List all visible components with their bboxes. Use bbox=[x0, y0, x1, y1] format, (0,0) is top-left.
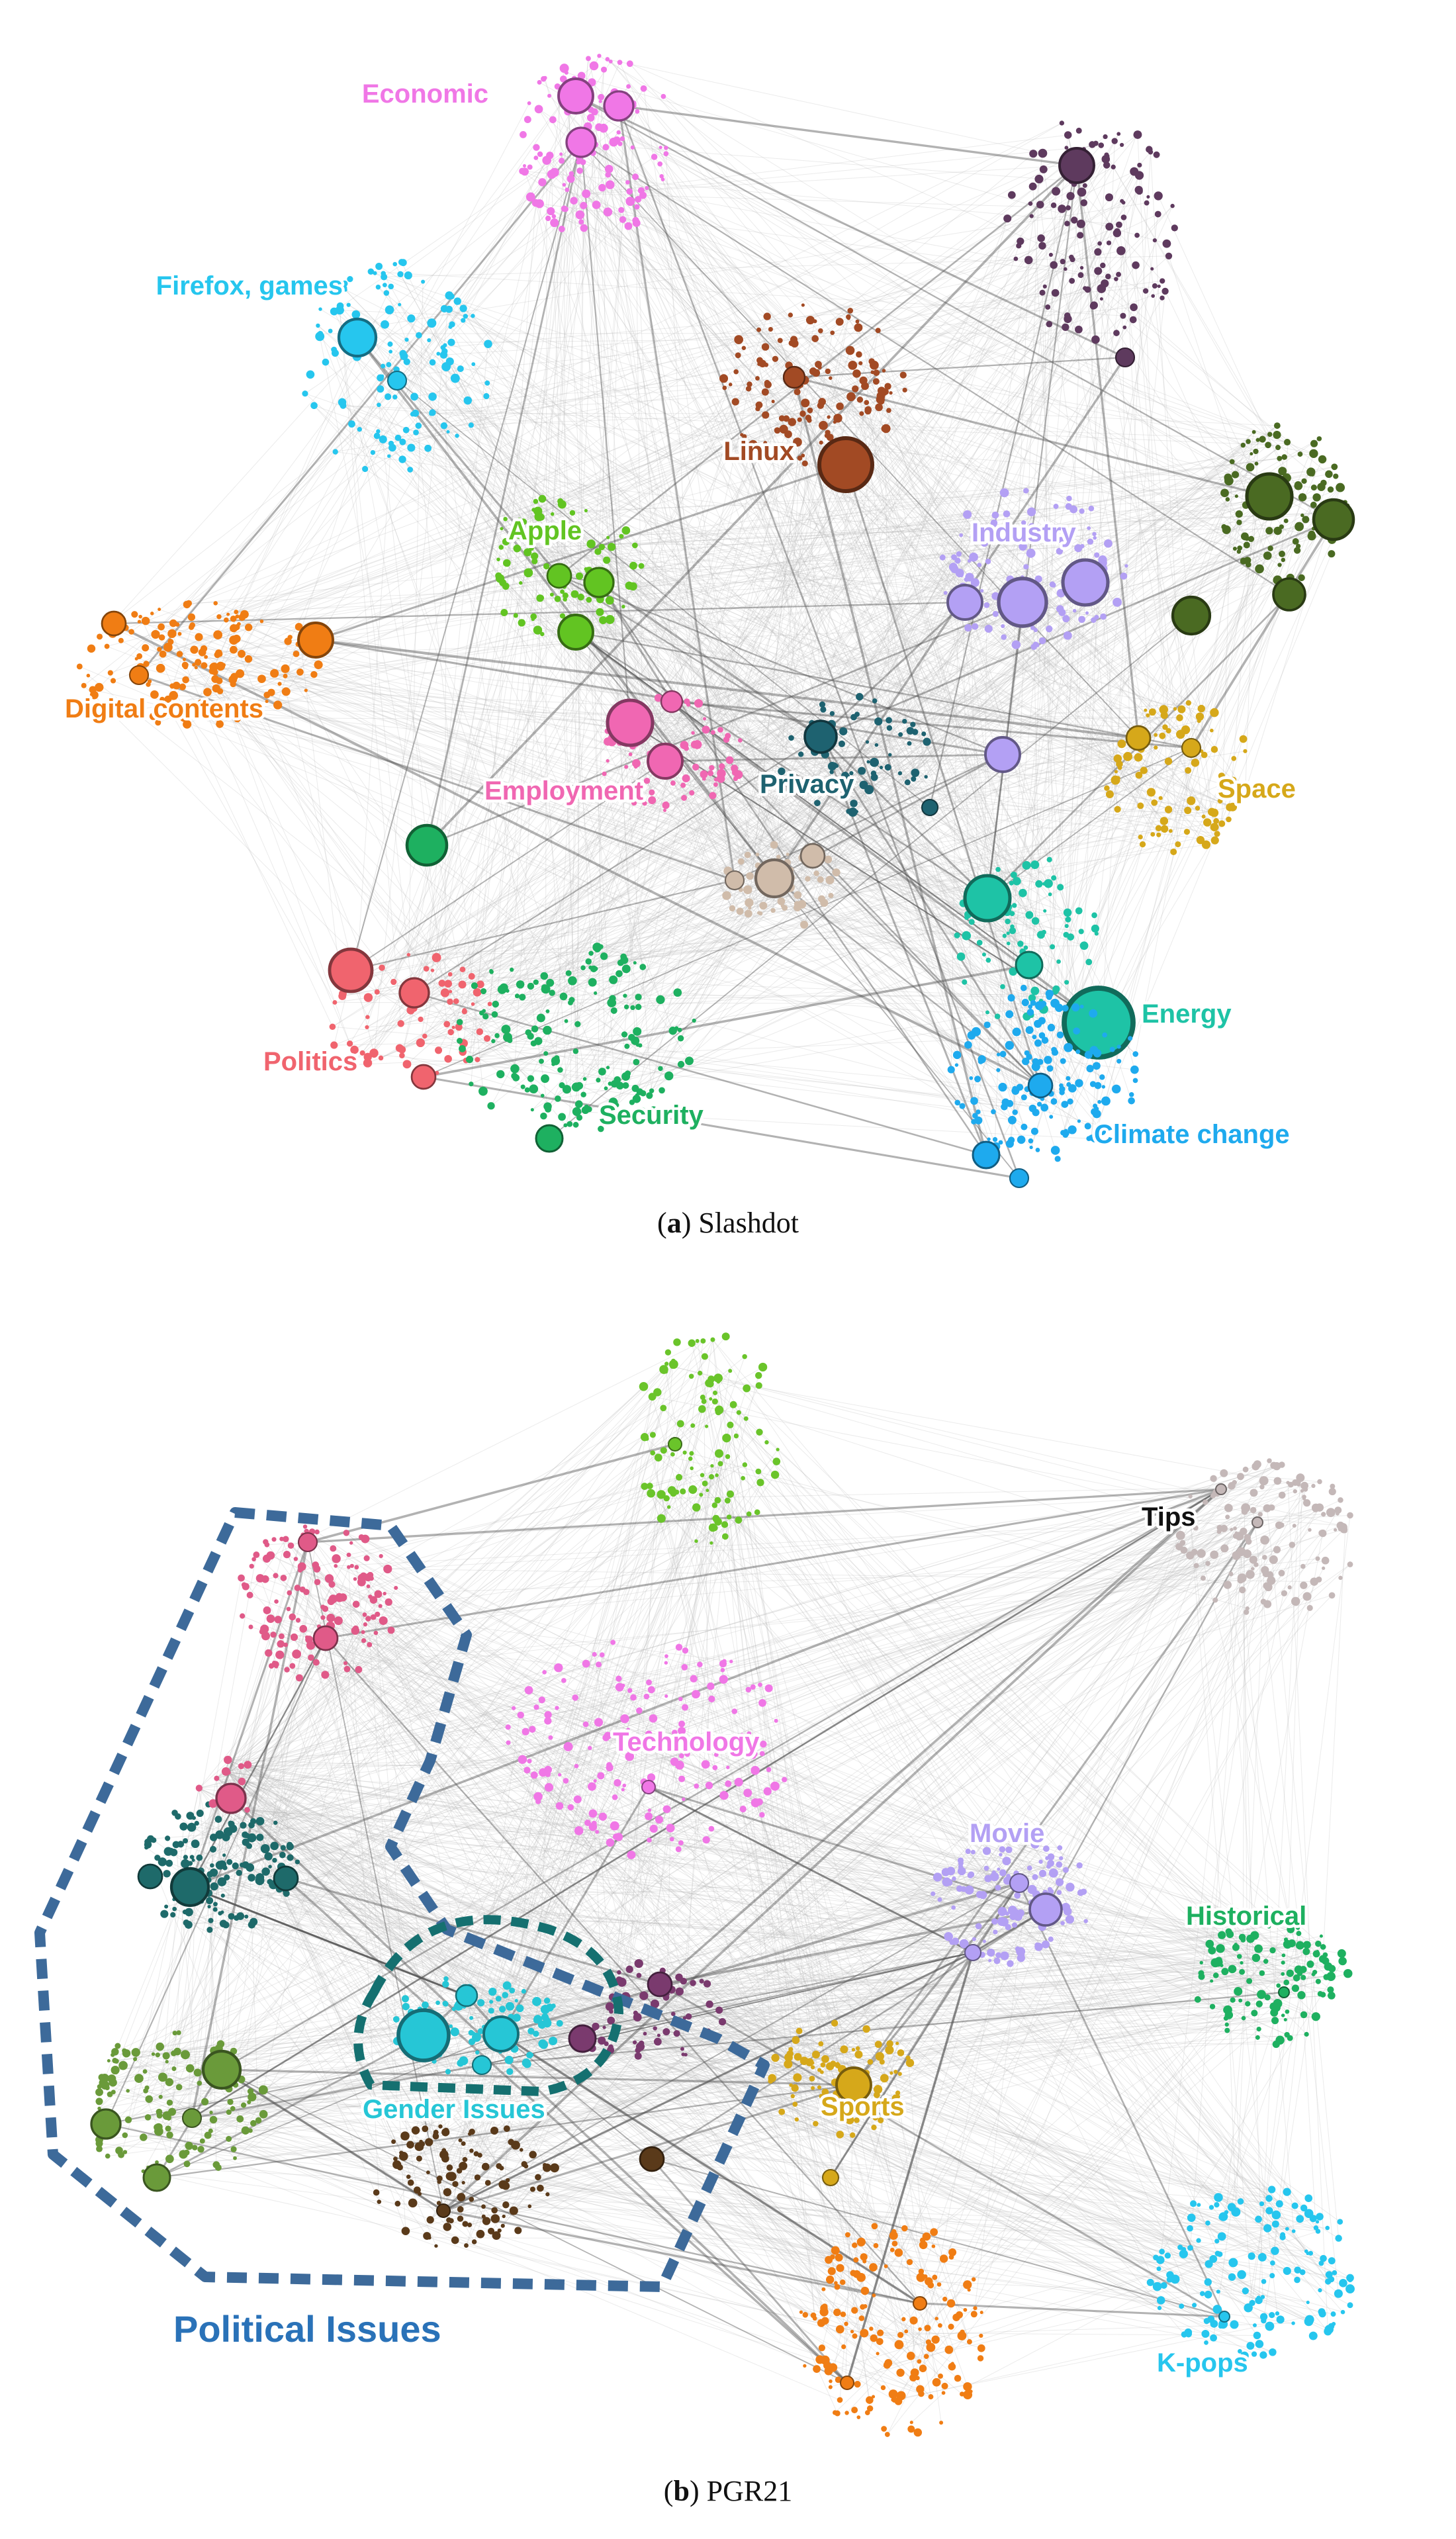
cluster-label: Tips bbox=[1142, 1502, 1196, 1532]
cluster-label: Energy bbox=[1142, 999, 1232, 1029]
node-layer bbox=[76, 54, 1355, 1189]
cluster-label: Politics bbox=[263, 1047, 357, 1076]
cluster-label-layer: Tips Technology Movie Historical Gender Issu… bbox=[171, 1500, 1310, 2381]
cluster-label: Climate change bbox=[1094, 1120, 1290, 1149]
cluster-label: Firefox, games bbox=[156, 271, 343, 300]
cluster-label: Digital contents bbox=[65, 694, 263, 723]
cluster-label: Security bbox=[599, 1101, 704, 1130]
cluster-label: Economic bbox=[362, 79, 488, 109]
cluster-label: K-pops bbox=[1157, 2348, 1248, 2377]
edge-layer bbox=[99, 1336, 1351, 2435]
caption-pgr21: (b) PGR21 bbox=[663, 2475, 793, 2507]
network-graph-slashdot: Economic Firefox, games Linux Apple Industry… bbox=[62, 54, 1355, 1189]
cluster-label: Industry bbox=[972, 518, 1077, 547]
panel-pgr21: Tips Technology Movie Historical Gender Issu… bbox=[0, 1284, 1456, 2539]
cluster-label: Sports bbox=[821, 2092, 905, 2121]
cluster-label: Apple bbox=[508, 516, 582, 545]
cluster-label: Employment bbox=[484, 776, 643, 806]
cluster-label: Privacy bbox=[760, 770, 854, 799]
cluster-label-layer: Economic Firefox, games Linux Apple Industry… bbox=[62, 77, 1299, 1152]
cluster-label: Political Issues bbox=[173, 2308, 441, 2350]
panel-slashdot: Economic Firefox, games Linux Apple Industry… bbox=[62, 54, 1355, 1239]
network-graph-pgr21: Tips Technology Movie Historical Gender Issu… bbox=[34, 1332, 1355, 2437]
caption-slashdot: (a) Slashdot bbox=[657, 1207, 799, 1239]
cluster-label: Technology bbox=[613, 1728, 760, 1757]
political-issues-outline bbox=[34, 1507, 770, 2292]
gender-issues-outline bbox=[353, 1915, 623, 2096]
cluster-label: Gender Issues bbox=[363, 2095, 545, 2124]
cluster-label: Space bbox=[1218, 774, 1296, 804]
cluster-label: Historical bbox=[1186, 1902, 1306, 1931]
cluster-label: Linux bbox=[723, 437, 794, 466]
node-layer bbox=[90, 1332, 1355, 2437]
cluster-label: Movie bbox=[970, 1819, 1044, 1848]
